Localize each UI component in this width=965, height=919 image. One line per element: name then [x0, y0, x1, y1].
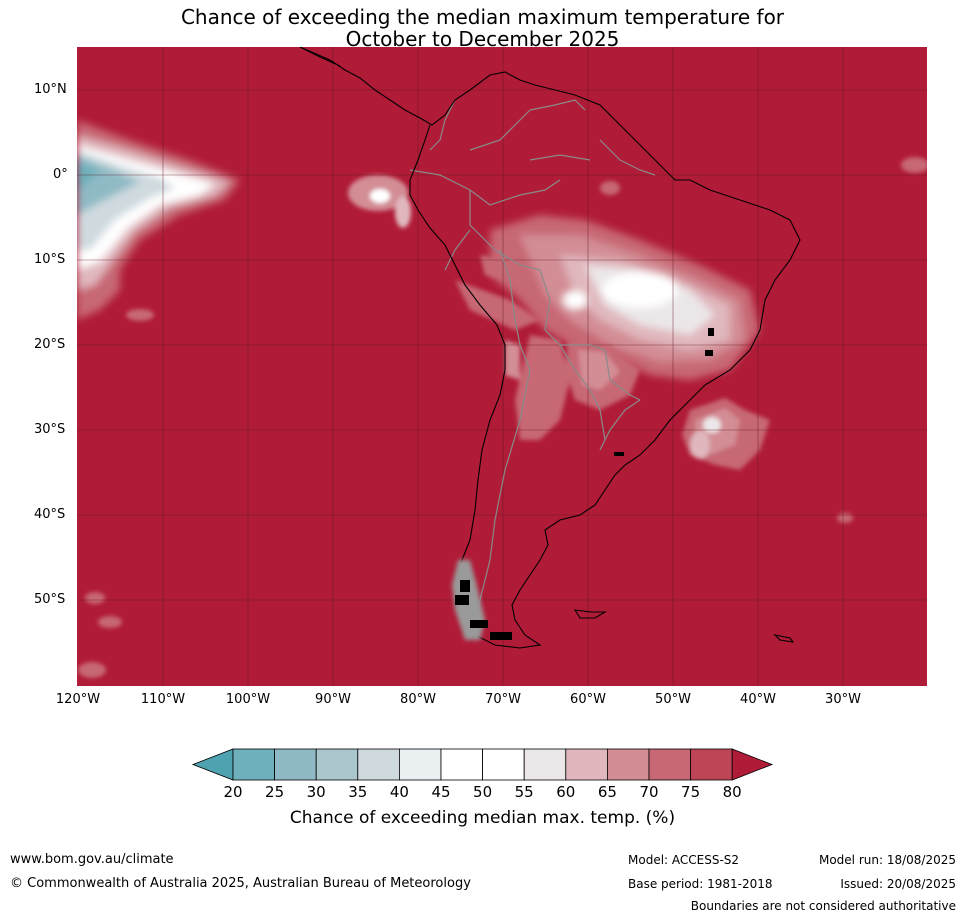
- colorbar-label: Chance of exceeding median max. temp. (%…: [289, 808, 676, 828]
- colorbar-segment: [565, 748, 608, 781]
- map-title-line-2: October to December 2025: [345, 27, 620, 51]
- lon-label: 40°W: [740, 692, 776, 707]
- patagonia-islands: [455, 328, 714, 640]
- lat-label: 10°S: [34, 252, 66, 267]
- colorbar-tick: 55: [514, 783, 534, 801]
- lat-label: 30°S: [34, 422, 66, 437]
- lon-label: 120°W: [55, 692, 101, 707]
- copyright-text: © Commonwealth of Australia 2025, Austra…: [10, 876, 471, 891]
- colorbar-tick: 70: [639, 783, 659, 801]
- website-link[interactable]: www.bom.gov.au/climate: [10, 852, 174, 867]
- colorbar-tick: 80: [722, 783, 742, 801]
- andes-anomaly: [455, 255, 640, 440]
- model-run-text: Model run: 18/08/2025: [818, 853, 956, 867]
- colorbar-max-arrow: [731, 748, 774, 781]
- lon-label: 70°W: [485, 692, 521, 707]
- map-title-line-1: Chance of exceeding the median maximum t…: [180, 5, 785, 29]
- lon-label: 30°W: [825, 692, 861, 707]
- colorbar-segment: [274, 748, 317, 781]
- colorbar-tick: 35: [348, 783, 368, 801]
- country-borders: [409, 99, 656, 631]
- lon-label: 60°W: [570, 692, 606, 707]
- coastline: [299, 47, 801, 649]
- colorbar-tick: 25: [265, 783, 285, 801]
- colorbar-tick: 75: [681, 783, 701, 801]
- lon-label: 90°W: [315, 692, 351, 707]
- colorbar-segment: [357, 748, 400, 781]
- colorbar-tick: 45: [431, 783, 451, 801]
- lat-label: 0°: [53, 167, 68, 182]
- lat-label: 50°S: [34, 592, 66, 607]
- map-background: [77, 47, 927, 686]
- disclaimer-text: Boundaries are not considered authoritat…: [690, 899, 956, 913]
- base-period-text: Base period: 1981-2018: [628, 877, 773, 891]
- colorbar-segment: [648, 748, 691, 781]
- issued-text: Issued: 20/08/2025: [840, 877, 956, 891]
- lon-label: 100°W: [225, 692, 271, 707]
- colorbar-segment: [523, 748, 567, 781]
- colorbar-tick: 40: [389, 783, 409, 801]
- south-atlantic-anomaly: [682, 398, 770, 470]
- brazil-anomaly: [490, 215, 760, 380]
- lat-label: 20°S: [34, 337, 66, 352]
- gridlines: [77, 47, 927, 686]
- colorbar-segment: [482, 748, 525, 781]
- lat-label: 10°N: [34, 82, 67, 97]
- colorbar: [191, 748, 774, 781]
- colorbar-segment: [232, 748, 275, 781]
- colorbar-segment: [607, 748, 650, 781]
- colorbar-min-arrow: [191, 748, 234, 781]
- colorbar-tick: 20: [223, 783, 243, 801]
- model-text: Model: ACCESS-S2: [628, 853, 740, 867]
- lon-label: 110°W: [140, 692, 186, 707]
- galapagos-anomaly: [348, 175, 411, 228]
- lat-label: 40°S: [34, 507, 66, 522]
- colorbar-segment: [440, 748, 483, 781]
- lon-label: 50°W: [655, 692, 691, 707]
- colorbar-tick: 65: [597, 783, 617, 801]
- pacific-anomaly: [77, 120, 240, 320]
- scattered-anomalies: [78, 157, 927, 678]
- lon-label: 80°W: [400, 692, 436, 707]
- colorbar-segment: [315, 748, 359, 781]
- colorbar-tick: 30: [306, 783, 326, 801]
- colorbar-segment: [690, 748, 733, 781]
- colorbar-tick: 50: [473, 783, 493, 801]
- colorbar-tick: 60: [556, 783, 576, 801]
- colorbar-segment: [398, 748, 442, 781]
